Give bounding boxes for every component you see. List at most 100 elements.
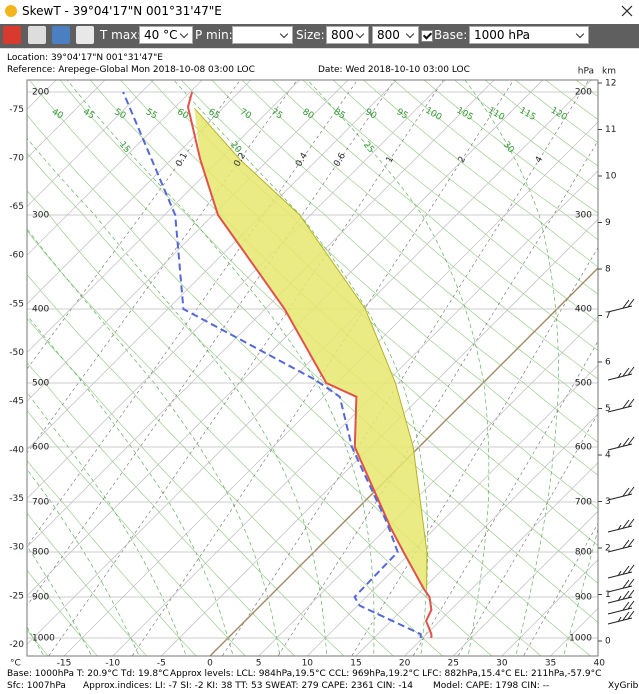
dry-adiabat-label: 75 [269,107,284,121]
wind-barb [607,518,635,533]
moist-adiabat [27,545,93,656]
size-height-select[interactable]: 800 [372,26,419,44]
isotherm [555,40,639,694]
isotherm [258,316,598,656]
mixing-ratio-label: 1 [385,155,397,165]
moist-adiabat [610,52,639,661]
profiles [122,91,433,638]
labels: 0.10.20.40.6124610152030-15-10-505101520… [9,67,616,669]
moist-adiabat [563,527,598,656]
isotherm [27,80,495,548]
dry-adiabat [27,274,394,656]
isotherm [550,608,598,656]
tmax-select[interactable]: 40 °C [139,26,193,44]
dry-adiabat [271,80,598,351]
x-tick-label: 35 [545,659,556,669]
save-button[interactable] [52,26,70,44]
isotherm [27,80,544,597]
isotherm [27,80,349,402]
dry-adiabat [423,80,598,214]
size-label: Size: [296,28,325,42]
dry-adiabat [180,80,598,443]
mixing-ratio-line [351,247,598,656]
pressure-label-right: 900 [575,593,592,603]
pressure-label-right: 500 [575,379,592,389]
wind-barb [607,366,635,381]
pressure-label-right: 800 [575,548,592,558]
close-icon [621,5,633,17]
isotherm [501,559,598,656]
dewpoint-line [122,91,422,638]
isotherm [27,80,155,208]
y-unit: hPa [578,67,594,77]
dry-adiabat [27,569,98,656]
footer-indices: Approx.indices: LI: -7 SI: -2 KI: 38 TT:… [83,681,413,691]
close-button[interactable] [616,0,638,22]
dry-adiabat [27,190,493,656]
reference: Reference: Arepege-Global Mon 2018-10-08… [7,65,255,75]
km-label: 4 [605,451,611,461]
dry-adiabat-label: 85 [332,107,347,121]
quit-button[interactable] [3,26,21,44]
base-checkbox[interactable] [421,30,433,42]
pressure-label-right: 1000 [569,634,592,644]
km-label: 9 [605,218,611,228]
mixing-ratio-label: 0.4 [294,151,310,169]
pressure-label-left: 700 [32,498,49,508]
isotherm [209,267,598,656]
isotherm [27,80,398,451]
size-width-select[interactable]: 800 [326,26,369,44]
isotherm [355,413,598,656]
x-tick-label: 5 [256,659,262,669]
dry-adiabat [302,80,598,323]
isotherm-label: -45 [9,397,24,407]
km-label: 12 [605,79,616,89]
dry-adiabat-label: 115 [517,106,537,123]
wind-barb [607,589,635,604]
x-unit: °C [10,659,21,669]
dry-adiabat [27,512,148,656]
mixing-ratio-line [523,522,598,656]
isotherm [306,364,598,656]
x-tick-label: -15 [57,659,72,669]
km-label: 7 [605,311,611,321]
base-select[interactable]: 1000 hPa [469,26,589,44]
dry-adiabat [362,80,598,268]
km-unit: km [602,67,616,77]
print-button[interactable] [28,26,46,44]
x-tick-label: 15 [350,659,361,669]
plot-frame [26,79,599,657]
isotherm-label: -35 [9,494,24,504]
mixing-ratio-line [221,80,590,656]
base-label: Base: [434,28,468,42]
app-icon [5,5,17,17]
isotherm [27,80,252,305]
export-button[interactable] [76,26,94,44]
pressure-label-right: 300 [575,211,592,221]
wind-barb [607,298,635,313]
pressure-label-left: 800 [32,548,49,558]
wind-barb [607,538,635,553]
footer-base: Base: 1000hPa T: 20.9°C Td: 19.8°C [7,669,169,679]
km-label: 5 [605,404,611,414]
isotherm [27,80,203,256]
isotherm-label: -70 [9,153,24,163]
dry-adiabat [211,80,598,411]
isotherm [452,510,598,656]
moist-adiabat [27,137,328,656]
isotherm [160,218,598,656]
pressure-label-right: 700 [575,498,592,508]
pmin-select[interactable] [232,26,293,44]
dry-adiabat [27,629,49,656]
dry-adiabat-label: 55 [144,107,159,121]
dry-adiabat [27,317,345,656]
x-tick-label: 10 [302,659,314,669]
tmax-label: T max: [100,28,142,42]
wind-barb [607,564,635,579]
x-tick-label: -5 [157,659,166,669]
pressure-label-left: 500 [32,379,49,389]
pressure-label-left: 200 [32,88,49,98]
mixing-ratio-label: 2 [457,155,469,165]
